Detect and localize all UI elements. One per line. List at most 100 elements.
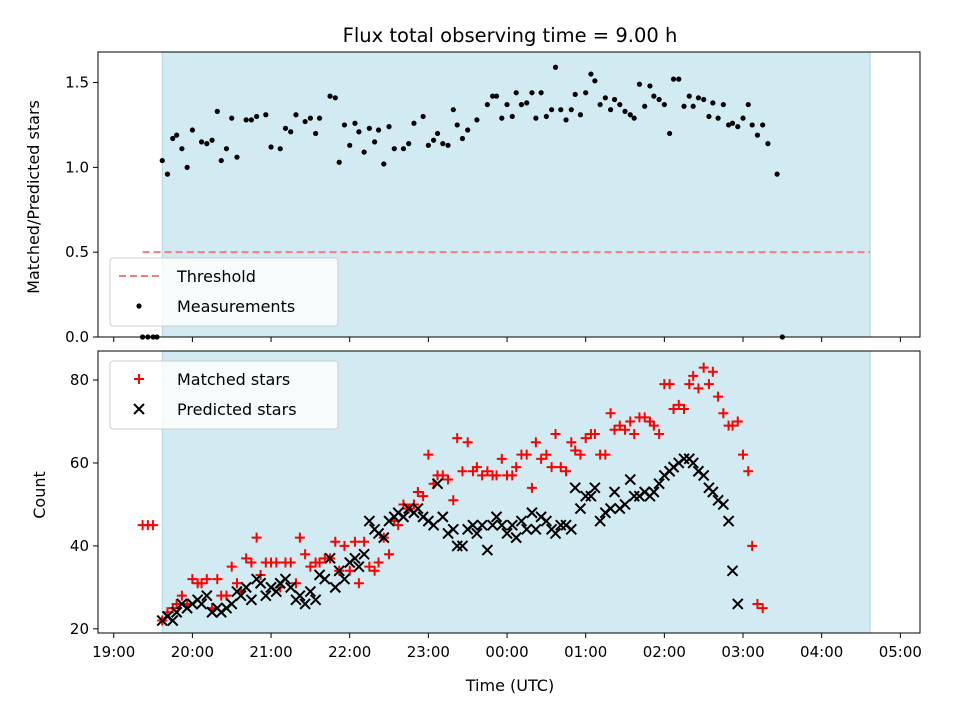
data-point	[569, 482, 581, 494]
data-point	[585, 490, 597, 502]
data-point	[605, 408, 616, 419]
data-point	[373, 557, 384, 568]
x-tick-label: 23:00	[407, 643, 450, 661]
data-point	[549, 107, 555, 113]
data-point	[300, 549, 311, 560]
x-tick-label: 05:00	[879, 643, 922, 661]
data-point	[552, 64, 559, 70]
data-point	[561, 466, 572, 477]
data-point	[418, 491, 429, 502]
data-point	[563, 117, 569, 123]
data-point	[670, 76, 677, 82]
data-point	[647, 83, 653, 89]
x-tick-label: 01:00	[564, 643, 607, 661]
data-point	[386, 124, 392, 130]
data-point	[474, 117, 480, 123]
data-point	[664, 379, 675, 390]
data-point	[447, 523, 459, 536]
x-tick-label: 00:00	[485, 643, 528, 661]
data-point	[506, 519, 518, 531]
data-point	[443, 474, 454, 485]
data-point	[594, 515, 606, 527]
data-point	[617, 101, 623, 108]
data-point	[167, 614, 179, 627]
data-point	[608, 107, 614, 113]
data-point	[352, 120, 358, 126]
data-point	[589, 428, 600, 439]
legend-label: Measurements	[177, 297, 295, 316]
data-point	[550, 428, 561, 439]
data-point	[747, 540, 758, 551]
data-point	[482, 466, 493, 477]
x-axis-label: Time (UTC)	[465, 676, 554, 695]
data-point	[639, 412, 650, 423]
data-point	[174, 132, 180, 138]
data-point	[668, 404, 679, 415]
data-point	[170, 135, 176, 142]
data-point	[555, 519, 567, 531]
data-point	[520, 523, 533, 536]
data-point	[437, 511, 449, 523]
data-point	[661, 101, 667, 108]
data-point	[319, 573, 331, 585]
y-tick-label: 1.5	[65, 74, 89, 92]
data-point	[681, 103, 687, 109]
data-point	[490, 511, 503, 523]
data-point	[530, 437, 541, 448]
legend-box	[109, 360, 339, 430]
data-point	[715, 115, 721, 121]
bottom-plot: 20 40 60 80 19:00 20:00 21:00 22:00 23:00 00:00 01…	[70, 350, 922, 661]
data-point	[285, 581, 297, 594]
data-point	[690, 103, 696, 109]
bottom-y-axis-label: Count	[30, 471, 49, 519]
data-point	[579, 490, 592, 502]
y-tick-label: 20	[70, 620, 89, 638]
data-point	[457, 466, 468, 477]
data-point	[729, 120, 736, 126]
data-point	[307, 115, 313, 121]
data-point	[526, 482, 537, 493]
data-point	[400, 146, 407, 152]
data-point	[486, 519, 499, 531]
data-point	[195, 598, 208, 610]
plot-frame	[97, 51, 921, 338]
data-point	[518, 101, 525, 108]
data-point	[268, 144, 274, 150]
data-point	[450, 107, 456, 113]
data-point	[462, 437, 473, 448]
data-point	[201, 574, 212, 585]
data-point	[566, 437, 577, 448]
data-point	[159, 157, 165, 164]
data-point	[333, 565, 345, 577]
data-point	[592, 78, 598, 84]
data-point	[678, 453, 690, 465]
data-point	[707, 366, 718, 377]
data-point	[411, 120, 417, 126]
data-point	[456, 540, 469, 552]
data-point	[507, 470, 518, 481]
data-point	[738, 449, 749, 460]
data-point	[339, 540, 350, 551]
data-point	[600, 449, 611, 460]
x-tick-label: 21:00	[249, 643, 292, 661]
data-point	[363, 515, 376, 527]
data-point	[676, 76, 682, 82]
data-point	[431, 137, 437, 143]
data-point	[648, 420, 659, 431]
data-point	[679, 404, 690, 415]
data-point	[198, 139, 205, 145]
data-point	[378, 531, 390, 544]
data-point	[749, 122, 755, 128]
data-point	[530, 523, 542, 536]
data-point	[231, 578, 242, 589]
data-point	[631, 115, 637, 121]
data-point	[445, 142, 451, 148]
data-point	[648, 486, 660, 498]
data-point	[384, 549, 395, 560]
data-point	[451, 540, 463, 552]
data-point	[391, 146, 397, 152]
y-tick-label: 80	[70, 371, 89, 389]
data-point	[541, 449, 552, 460]
data-point	[313, 130, 319, 137]
data-point	[240, 581, 252, 594]
